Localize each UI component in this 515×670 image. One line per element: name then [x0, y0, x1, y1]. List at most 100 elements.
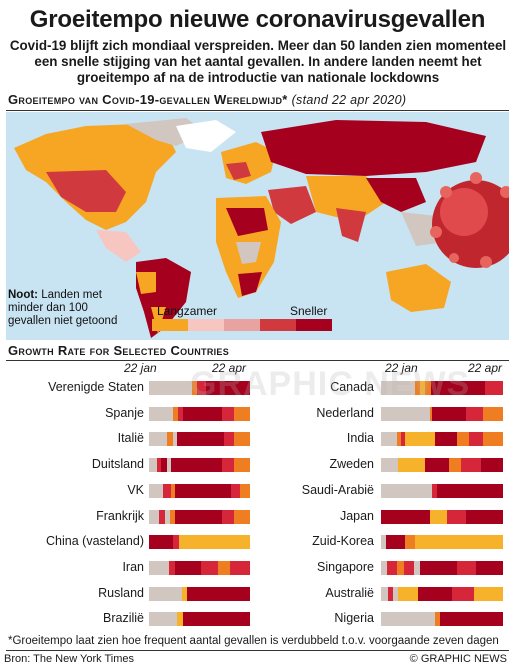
growth-segment: [381, 483, 433, 498]
growth-segment: [415, 535, 503, 550]
growth-segment: [449, 458, 462, 473]
growth-segment: [381, 586, 389, 601]
growth-segment: [217, 560, 230, 575]
growth-segment: [388, 586, 394, 601]
growth-segment: [461, 458, 481, 473]
growth-bar: [381, 381, 503, 395]
map-note-text: Landen met minder dan 100 gevallen niet …: [8, 289, 118, 327]
growth-segment: [484, 381, 503, 395]
growth-segment: [161, 458, 168, 473]
page-title: Groeitempo nieuwe coronavirusgevallen: [29, 6, 486, 33]
growth-segment: [171, 458, 222, 473]
growth-segment: [149, 458, 158, 473]
growth-segment: [179, 535, 250, 550]
growth-bar: [149, 509, 250, 524]
chart-heading: Growth Rate for Selected Countries: [8, 343, 230, 358]
growth-segment: [221, 458, 234, 473]
growth-segment: [183, 612, 250, 627]
growth-segment: [159, 509, 166, 524]
growth-segment: [177, 432, 224, 447]
growth-segment: [476, 560, 503, 575]
map-date: (stand 22 apr 2020): [291, 93, 407, 107]
growth-segment: [239, 483, 250, 498]
growth-segment: [381, 458, 399, 473]
map-heading-text: Groeitempo van Covid-19-gevallen Wereldw…: [8, 92, 288, 107]
divider: [6, 650, 509, 651]
left-date-start: 22 jan: [124, 361, 157, 375]
growth-segment: [446, 509, 467, 524]
growth-bar: [149, 612, 250, 627]
country-label: Australië: [325, 585, 374, 600]
growth-segment: [149, 406, 174, 421]
growth-segment: [396, 560, 405, 575]
growth-bar: [381, 458, 503, 473]
growth-segment: [404, 560, 414, 575]
country-label: India: [346, 431, 374, 446]
growth-segment: [149, 612, 178, 627]
divider: [6, 110, 509, 111]
growth-segment: [173, 535, 180, 550]
growth-segment: [385, 535, 406, 550]
growth-bar: [149, 586, 250, 601]
growth-segment: [405, 432, 435, 447]
growth-segment: [400, 432, 406, 447]
growth-segment: [149, 509, 160, 524]
country-label: VK: [127, 482, 144, 497]
growth-segment: [415, 381, 421, 395]
growth-segment: [175, 483, 231, 498]
right-date-start: 22 jan: [385, 361, 418, 375]
country-label: Nigeria: [334, 611, 374, 626]
growth-segment: [229, 560, 250, 575]
growth-segment: [163, 483, 172, 498]
growth-segment: [405, 535, 416, 550]
left-date-end: 22 apr: [212, 361, 247, 375]
growth-segment: [466, 406, 484, 421]
growth-segment: [178, 406, 184, 421]
growth-segment: [381, 509, 430, 524]
growth-segment: [233, 458, 250, 473]
growth-segment: [398, 586, 418, 601]
growth-segment: [149, 535, 174, 550]
growth-segment: [175, 509, 222, 524]
growth-segment: [149, 560, 170, 575]
growth-segment: [233, 432, 250, 447]
map-heading: Groeitempo van Covid-19-gevallen Wereldw…: [8, 92, 406, 107]
growth-segment: [398, 458, 425, 473]
growth-segment: [451, 586, 474, 601]
growth-segment: [417, 586, 452, 601]
growth-segment: [381, 535, 386, 550]
growth-segment: [149, 483, 164, 498]
growth-segment: [420, 560, 457, 575]
growth-segment: [149, 381, 193, 395]
growth-segment: [182, 586, 188, 601]
growth-segment: [434, 612, 440, 627]
growth-segment: [439, 612, 503, 627]
credit: © GRAPHIC NEWS: [409, 653, 507, 665]
growth-segment: [175, 560, 202, 575]
growth-segment: [434, 432, 457, 447]
growth-segment: [187, 586, 250, 601]
growth-bar: [381, 560, 503, 575]
map-note: Noot: Landen met minder dan 100 gevallen…: [8, 289, 124, 328]
legend-swatch: [152, 319, 188, 331]
country-label: Rusland: [98, 585, 144, 600]
growth-segment: [456, 432, 469, 447]
growth-segment: [183, 406, 222, 421]
legend-swatch: [188, 319, 224, 331]
growth-segment: [432, 406, 467, 421]
growth-segment: [173, 432, 178, 447]
country-label: Nederland: [316, 405, 374, 420]
world-map-graphic: [14, 118, 509, 338]
source: Bron: The New York Times: [4, 653, 135, 665]
growth-segment: [177, 612, 184, 627]
growth-segment: [149, 586, 183, 601]
growth-bar: [381, 586, 503, 601]
right-date-end: 22 apr: [468, 361, 503, 375]
growth-segment: [233, 406, 250, 421]
legend-faster-label: Sneller: [290, 304, 328, 318]
growth-segment: [483, 432, 503, 447]
country-label: Iran: [122, 559, 144, 574]
country-label: Verenigde Staten: [48, 380, 144, 394]
legend-swatch: [260, 319, 296, 331]
